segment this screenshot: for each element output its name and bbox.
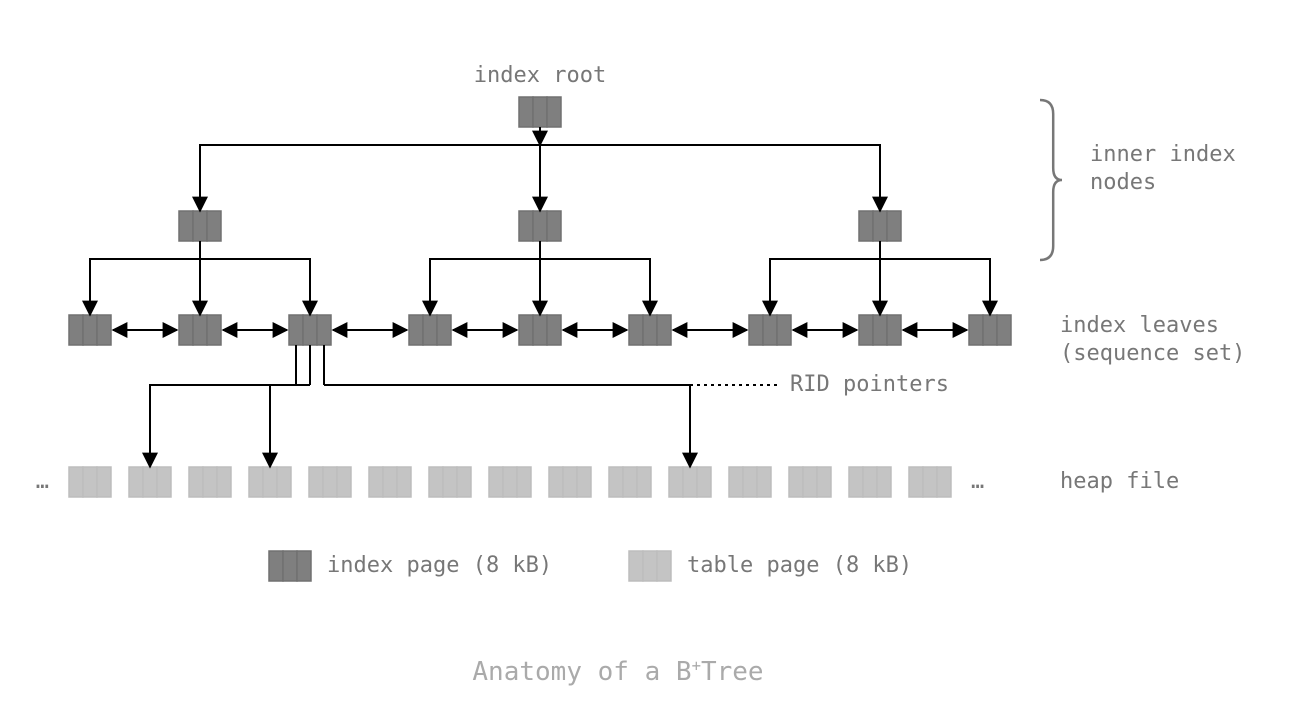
legend-swatch-index xyxy=(269,551,311,581)
heap-page-11 xyxy=(729,467,771,497)
heap-page-0 xyxy=(69,467,111,497)
heap-ellipsis-left: … xyxy=(36,469,49,494)
legend-swatch-table xyxy=(629,551,671,581)
heap-page-7 xyxy=(489,467,531,497)
label-inner-2: nodes xyxy=(1090,170,1156,195)
heap-page-13 xyxy=(849,467,891,497)
heap-page-9 xyxy=(609,467,651,497)
leaf-node-7 xyxy=(859,315,901,345)
label-inner-1: inner index xyxy=(1090,142,1236,167)
heap-page-1 xyxy=(129,467,171,497)
heap-page-12 xyxy=(789,467,831,497)
root-node xyxy=(519,97,561,127)
leaf-node-5 xyxy=(629,315,671,345)
heap-ellipsis-right: … xyxy=(971,469,984,494)
mid-node-0 xyxy=(179,211,221,241)
leaf-node-3 xyxy=(409,315,451,345)
legend-label-index: index page (8 kB) xyxy=(327,553,552,578)
label-leaves-2: (sequence set) xyxy=(1060,341,1245,366)
label-leaves-1: index leaves xyxy=(1060,313,1219,338)
leaf-node-0 xyxy=(69,315,111,345)
label-heap: heap file xyxy=(1060,469,1179,494)
heap-page-5 xyxy=(369,467,411,497)
leaf-node-4 xyxy=(519,315,561,345)
heap-page-10 xyxy=(669,467,711,497)
leaf-node-1 xyxy=(179,315,221,345)
heap-page-8 xyxy=(549,467,591,497)
heap-page-14 xyxy=(909,467,951,497)
leaf-node-2 xyxy=(289,315,331,345)
btree-diagram: … … index root inner index nodes index leaves… xyxy=(0,0,1316,726)
leaf-node-8 xyxy=(969,315,1011,345)
caption: Anatomy of a B+Tree xyxy=(472,657,763,687)
label-root: index root xyxy=(474,63,606,88)
legend-label-table: table page (8 kB) xyxy=(687,553,912,578)
mid-node-2 xyxy=(859,211,901,241)
heap-page-2 xyxy=(189,467,231,497)
heap-page-4 xyxy=(309,467,351,497)
heap-page-6 xyxy=(429,467,471,497)
leaf-node-6 xyxy=(749,315,791,345)
label-rid: RID pointers xyxy=(790,372,949,397)
mid-node-1 xyxy=(519,211,561,241)
heap-page-3 xyxy=(249,467,291,497)
